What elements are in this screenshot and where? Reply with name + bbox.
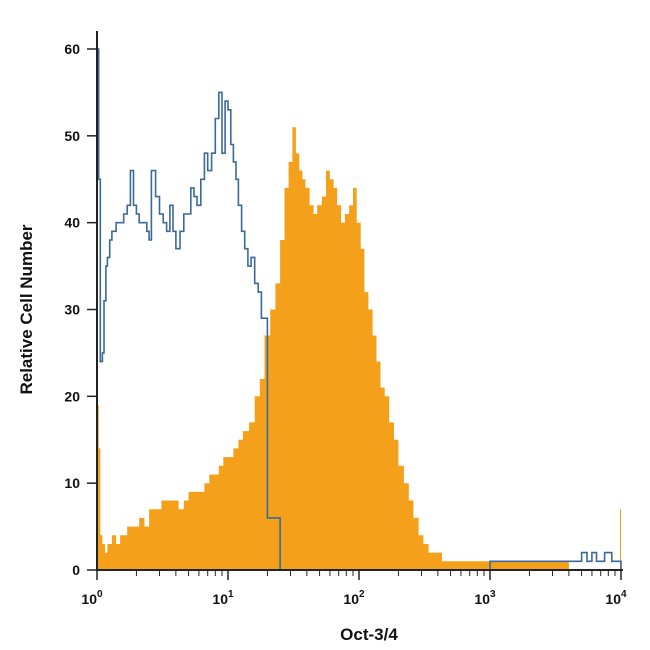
x-axis: 100 101 102 103 104: [81, 569, 627, 607]
stained-histogram: [97, 127, 621, 570]
x-tick-label: 101: [212, 589, 234, 607]
x-minor-ticks: [135, 570, 616, 576]
x-tick-label: 104: [605, 589, 627, 607]
y-ticks: 0 10 20 30 40 50 60: [64, 41, 97, 578]
y-tick-label: 50: [64, 128, 80, 144]
y-tick-label: 0: [72, 562, 80, 578]
x-tick-label: 103: [474, 589, 496, 607]
x-axis-title: Oct-3/4: [340, 625, 398, 644]
y-tick-label: 40: [64, 215, 80, 231]
y-tick-label: 20: [64, 388, 80, 404]
x-major-ticks: 100 101 102 103 104: [81, 570, 627, 607]
y-tick-label: 30: [64, 302, 80, 318]
y-tick-label: 60: [64, 41, 80, 57]
plot-area: [96, 48, 622, 571]
y-axis-title: Relative Cell Number: [17, 224, 36, 394]
x-tick-label: 100: [81, 589, 103, 607]
x-tick-label: 102: [343, 589, 365, 607]
y-tick-label: 10: [64, 475, 80, 491]
y-axis: 0 10 20 30 40 50 60: [64, 31, 98, 578]
